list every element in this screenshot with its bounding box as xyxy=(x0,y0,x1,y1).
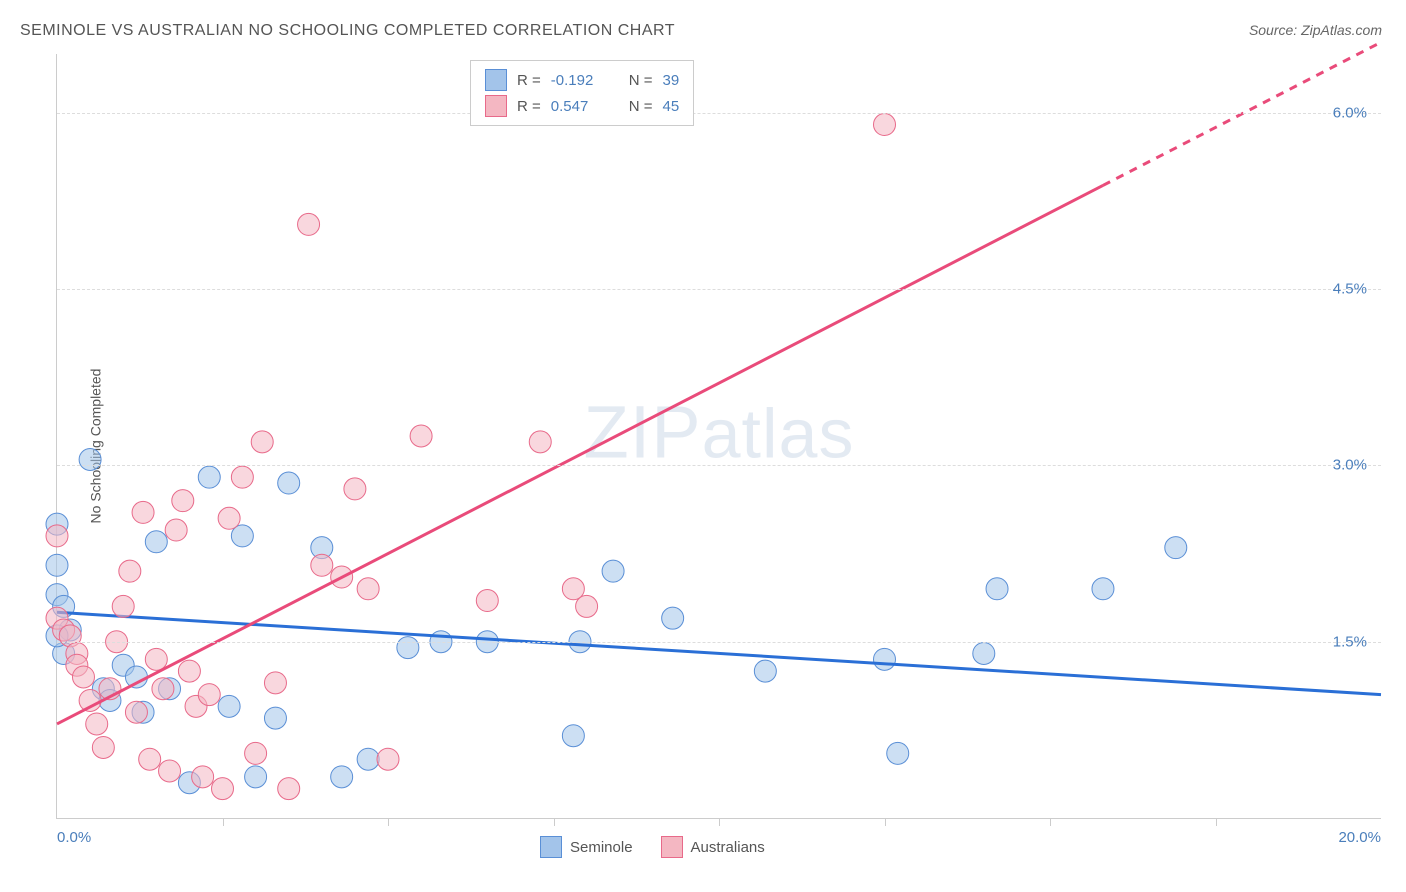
scatter-point xyxy=(973,642,995,664)
scatter-point xyxy=(231,466,253,488)
scatter-point xyxy=(251,431,273,453)
scatter-point xyxy=(576,595,598,617)
scatter-point xyxy=(178,660,200,682)
series-name: Australians xyxy=(691,839,765,856)
scatter-point xyxy=(218,507,240,529)
scatter-point xyxy=(72,666,94,688)
scatter-point xyxy=(1092,578,1114,600)
scatter-point xyxy=(562,725,584,747)
scatter-point xyxy=(245,766,267,788)
n-value: 45 xyxy=(663,98,680,115)
series-legend: Seminole Australians xyxy=(540,836,765,858)
n-label: N = xyxy=(629,98,653,115)
gridline xyxy=(57,113,1381,114)
x-tick xyxy=(554,818,555,826)
x-tick xyxy=(885,818,886,826)
scatter-point xyxy=(79,449,101,471)
scatter-point xyxy=(145,648,167,670)
scatter-point xyxy=(529,431,551,453)
scatter-point xyxy=(172,490,194,512)
x-tick-label: 0.0% xyxy=(57,829,91,846)
scatter-point xyxy=(152,678,174,700)
gridline xyxy=(57,642,1381,643)
plot-svg xyxy=(57,54,1381,818)
scatter-point xyxy=(212,778,234,800)
scatter-point xyxy=(887,742,909,764)
x-tick xyxy=(223,818,224,826)
scatter-point xyxy=(602,560,624,582)
scatter-point xyxy=(344,478,366,500)
scatter-point xyxy=(331,766,353,788)
legend-swatch xyxy=(485,95,507,117)
scatter-point xyxy=(245,742,267,764)
scatter-point xyxy=(377,748,399,770)
scatter-point xyxy=(311,554,333,576)
x-tick-label: 20.0% xyxy=(1338,829,1381,846)
scatter-point xyxy=(92,736,114,758)
n-value: 39 xyxy=(663,72,680,89)
y-tick-label: 4.5% xyxy=(1333,281,1367,298)
r-value: 0.547 xyxy=(551,98,607,115)
scatter-point xyxy=(986,578,1008,600)
scatter-point xyxy=(410,425,432,447)
series-name: Seminole xyxy=(570,839,633,856)
scatter-point xyxy=(298,213,320,235)
gridline xyxy=(57,289,1381,290)
scatter-point xyxy=(1165,537,1187,559)
scatter-point xyxy=(145,531,167,553)
x-tick xyxy=(1050,818,1051,826)
scatter-point xyxy=(278,778,300,800)
r-value: -0.192 xyxy=(551,72,607,89)
gridline xyxy=(57,465,1381,466)
y-tick-label: 3.0% xyxy=(1333,457,1367,474)
scatter-point xyxy=(112,595,134,617)
scatter-point xyxy=(874,648,896,670)
scatter-point xyxy=(874,114,896,136)
scatter-point xyxy=(218,695,240,717)
scatter-point xyxy=(278,472,300,494)
series-legend-item: Australians xyxy=(661,836,765,858)
trend-line xyxy=(57,612,1381,694)
scatter-point xyxy=(125,701,147,723)
y-tick-label: 1.5% xyxy=(1333,633,1367,650)
scatter-point xyxy=(662,607,684,629)
scatter-point xyxy=(264,707,286,729)
scatter-point xyxy=(476,590,498,612)
scatter-point xyxy=(198,684,220,706)
legend-swatch xyxy=(540,836,562,858)
scatter-point xyxy=(192,766,214,788)
legend-swatch xyxy=(661,836,683,858)
scatter-point xyxy=(754,660,776,682)
scatter-point xyxy=(46,554,68,576)
scatter-point xyxy=(139,748,161,770)
scatter-point xyxy=(198,466,220,488)
scatter-plot: ZIPatlas 1.5%3.0%4.5%6.0%0.0%20.0% xyxy=(56,54,1381,819)
scatter-point xyxy=(86,713,108,735)
r-label: R = xyxy=(517,72,541,89)
scatter-point xyxy=(397,637,419,659)
scatter-point xyxy=(165,519,187,541)
scatter-point xyxy=(119,560,141,582)
scatter-point xyxy=(132,501,154,523)
scatter-point xyxy=(357,578,379,600)
chart-title: SEMINOLE VS AUSTRALIAN NO SCHOOLING COMP… xyxy=(20,22,675,40)
x-tick xyxy=(1216,818,1217,826)
stats-legend-row: R = -0.192 N = 39 xyxy=(485,67,679,93)
x-tick xyxy=(388,818,389,826)
series-legend-item: Seminole xyxy=(540,836,633,858)
scatter-point xyxy=(46,525,68,547)
scatter-point xyxy=(159,760,181,782)
source-label: Source: ZipAtlas.com xyxy=(1249,22,1382,38)
r-label: R = xyxy=(517,98,541,115)
scatter-point xyxy=(357,748,379,770)
n-label: N = xyxy=(629,72,653,89)
y-tick-label: 6.0% xyxy=(1333,104,1367,121)
x-tick xyxy=(719,818,720,826)
legend-swatch xyxy=(485,69,507,91)
scatter-point xyxy=(264,672,286,694)
stats-legend: R = -0.192 N = 39 R = 0.547 N = 45 xyxy=(470,60,694,126)
stats-legend-row: R = 0.547 N = 45 xyxy=(485,93,679,119)
